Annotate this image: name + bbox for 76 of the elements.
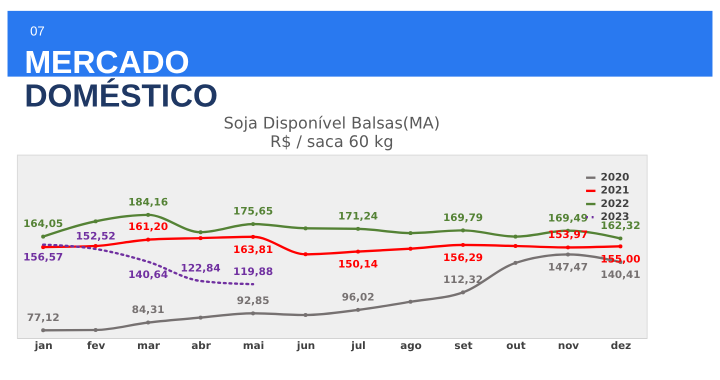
point: [513, 244, 518, 248]
data-label: 140,64: [128, 268, 168, 281]
text: DOMÉSTICO: [24, 78, 218, 114]
x-tick-label: jan: [34, 340, 53, 352]
point: [146, 320, 150, 325]
point: [566, 252, 570, 256]
chart-subtitle: R$ / saca 60 kg: [270, 132, 394, 152]
data-label: 155,00: [600, 253, 640, 266]
point: [356, 250, 360, 254]
point: [251, 311, 256, 316]
data-label: 169,49: [548, 212, 588, 224]
data-label: 156,29: [443, 252, 483, 264]
legend-label: 2020: [600, 172, 630, 184]
point: [198, 236, 203, 240]
point: [618, 244, 622, 248]
point: [94, 328, 98, 332]
x-tick-label: ago: [400, 340, 422, 352]
data-label: 164,05: [23, 218, 64, 230]
point: [41, 234, 46, 239]
data-label: 152,52: [76, 230, 116, 243]
x-tick-label: jun: [296, 340, 316, 352]
point: [251, 234, 256, 239]
x-tick-label: out: [506, 340, 526, 352]
data-label: 150,14: [338, 258, 378, 271]
point: [94, 219, 98, 224]
data-label: 140,41: [600, 269, 640, 282]
point: [408, 300, 413, 304]
x-tick-label: mai: [242, 340, 264, 352]
data-label: 153,97: [548, 229, 588, 242]
data-label: 169,79: [443, 212, 483, 224]
point: [146, 212, 150, 217]
point: [198, 316, 203, 320]
data-label: 77,12: [26, 312, 60, 324]
data-label: 147,47: [548, 261, 588, 274]
data-label: 119,88: [233, 266, 274, 278]
point: [513, 234, 518, 239]
chart-title: Soja Disponível Balsas(MA): [224, 113, 440, 132]
data-label: 163,81: [233, 244, 274, 256]
data-label: 84,31: [132, 304, 164, 316]
point: [461, 290, 465, 294]
data-label: 92,85: [236, 294, 270, 307]
point: [94, 244, 98, 248]
legend-label: 2022: [600, 198, 630, 210]
point: [304, 226, 308, 230]
x-tick-label: set: [454, 340, 473, 352]
data-label: 171,24: [338, 210, 378, 222]
point: [198, 230, 203, 234]
point: [618, 236, 622, 240]
data-label: 184,16: [128, 196, 168, 208]
point: [304, 252, 308, 256]
point: [408, 231, 413, 236]
x-tick-label: jul: [350, 340, 366, 352]
point: [304, 313, 308, 317]
point: [408, 246, 413, 251]
point: [566, 245, 570, 250]
data-label: 112,32: [443, 274, 483, 286]
data-label: 122,84: [180, 262, 221, 275]
data-label: 161,20: [128, 221, 168, 234]
x-tick-label: mar: [137, 340, 161, 352]
point: [356, 308, 360, 312]
data-label: 156,57: [23, 252, 64, 264]
data-label: 96,02: [342, 292, 374, 304]
data-label: 175,65: [233, 206, 274, 218]
point: [356, 226, 360, 231]
point: [513, 260, 518, 265]
text: 07: [30, 23, 45, 38]
point: [41, 328, 46, 332]
point: [461, 228, 465, 232]
x-tick-label: fev: [86, 340, 106, 352]
point: [146, 238, 150, 242]
legend-label: 2021: [600, 184, 630, 197]
data-label: 162,32: [600, 220, 640, 232]
point: [251, 222, 256, 226]
x-tick-label: nov: [558, 340, 580, 352]
x-tick-label: abr: [191, 340, 212, 352]
x-tick-label: dez: [610, 340, 632, 352]
